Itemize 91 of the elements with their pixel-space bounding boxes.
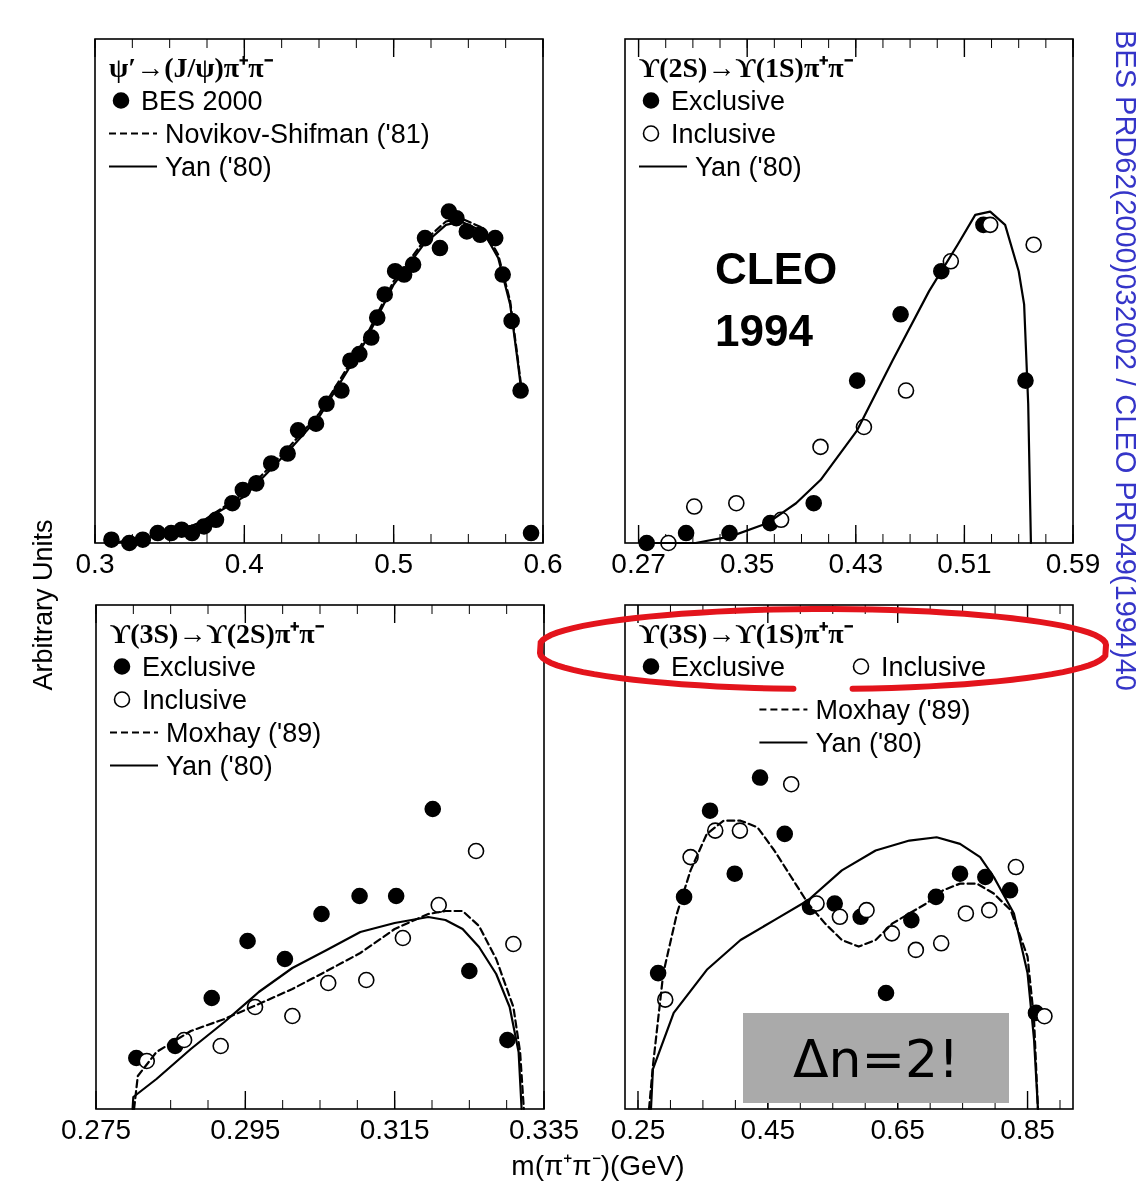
x-tick-label: 0.295 xyxy=(210,1114,281,1145)
point xyxy=(848,372,866,389)
point xyxy=(858,901,875,919)
point xyxy=(431,239,449,257)
point xyxy=(812,438,829,456)
legend-label: Moxhay ('89) xyxy=(166,717,322,748)
legend-label: Yan ('80) xyxy=(165,151,272,182)
point xyxy=(387,887,405,905)
point xyxy=(907,941,925,959)
legend-label: Exclusive xyxy=(142,651,257,682)
x-tick-label: 0.25 xyxy=(610,1114,666,1145)
point xyxy=(731,822,749,839)
point xyxy=(897,382,915,399)
point xyxy=(319,974,337,992)
point xyxy=(284,1007,301,1025)
point xyxy=(831,908,849,926)
point xyxy=(782,775,800,793)
x-tick-label: 0.4 xyxy=(224,548,264,579)
point xyxy=(980,901,998,919)
x-tick-label: 0.45 xyxy=(740,1114,796,1145)
point xyxy=(430,896,448,914)
point xyxy=(1036,1007,1053,1025)
x-tick-label: 0.3 xyxy=(75,548,115,579)
point xyxy=(981,216,999,234)
point xyxy=(499,1031,516,1049)
legend-label: Yan ('80) xyxy=(166,750,273,781)
x-tick-label: 0.27 xyxy=(611,548,666,579)
legend-label: Inclusive xyxy=(142,684,248,715)
point xyxy=(522,524,540,542)
point xyxy=(977,868,994,886)
point xyxy=(1001,881,1019,899)
legend-label: Inclusive xyxy=(671,118,777,149)
x-tick-label: 0.85 xyxy=(1000,1114,1055,1145)
legend-title: ϒ(3S)→ϒ(2S)π⁺π⁻ xyxy=(110,618,324,650)
point xyxy=(1025,236,1042,254)
point xyxy=(212,1037,229,1055)
point xyxy=(701,802,719,820)
point xyxy=(685,498,703,515)
legend-label: Inclusive xyxy=(881,651,987,682)
legend-title: ϒ(2S)→ϒ(1S)π⁺π⁻ xyxy=(639,52,853,84)
x-tick-label: 0.65 xyxy=(870,1114,925,1145)
legend-title: ϒ(3S)→ϒ(1S)π⁺π⁻ xyxy=(639,618,853,650)
point xyxy=(276,950,294,968)
point xyxy=(877,984,895,1002)
point xyxy=(883,925,901,942)
legend-title: ψ′→(J/ψ)π⁺π⁻ xyxy=(109,52,273,84)
legend-label: Yan ('80) xyxy=(695,151,802,182)
x-tick-label: 0.5 xyxy=(374,548,414,579)
x-tick-label: 0.6 xyxy=(523,548,563,579)
x-tick-label: 0.335 xyxy=(508,1114,580,1145)
x-tick-label: 0.59 xyxy=(1045,548,1101,579)
x-tick-label: 0.275 xyxy=(60,1114,132,1145)
x-tick-label: 0.35 xyxy=(719,548,775,579)
point xyxy=(467,842,485,860)
point xyxy=(682,848,699,866)
x-tick-label: 0.51 xyxy=(937,548,992,579)
point xyxy=(805,494,822,512)
point xyxy=(505,935,522,953)
x-tick-label: 0.43 xyxy=(828,548,884,579)
x-axis-title: m(π⁺π⁻)(GeV) xyxy=(511,1150,685,1181)
point xyxy=(1007,858,1025,876)
legend-label: BES 2000 xyxy=(141,85,263,116)
point xyxy=(239,932,256,950)
point xyxy=(424,800,442,818)
point xyxy=(351,887,368,905)
point xyxy=(826,895,844,912)
x-tick-label: 0.315 xyxy=(359,1114,430,1145)
point xyxy=(677,524,695,542)
legend-label: Novikov-Shifman ('81) xyxy=(165,118,430,149)
point xyxy=(951,865,969,882)
annotation: CLEO 1994 xyxy=(715,244,838,355)
legend-label: Moxhay ('89) xyxy=(815,694,971,725)
point xyxy=(903,911,920,929)
y-axis-title: Arbitrary Units xyxy=(28,519,58,691)
legend-label: Exclusive xyxy=(671,85,786,116)
point xyxy=(313,905,330,923)
point xyxy=(394,929,412,947)
point xyxy=(357,971,375,989)
point xyxy=(203,989,221,1007)
point xyxy=(726,865,744,882)
point xyxy=(957,905,975,922)
point xyxy=(932,934,950,952)
legend-label: Exclusive xyxy=(671,651,786,682)
legend-label: Yan ('80) xyxy=(815,727,923,758)
point xyxy=(776,825,794,843)
point xyxy=(649,964,667,982)
point xyxy=(728,494,745,512)
point xyxy=(751,769,769,786)
point xyxy=(461,962,478,980)
point xyxy=(892,306,909,323)
annotation: Δn=2! xyxy=(792,1028,960,1089)
